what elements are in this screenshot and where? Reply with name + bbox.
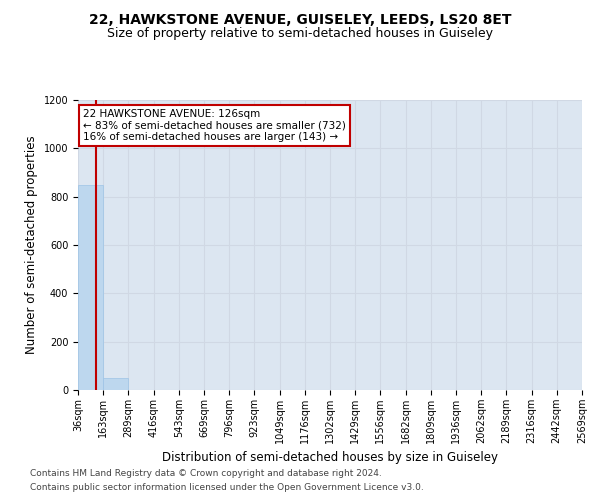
- Y-axis label: Number of semi-detached properties: Number of semi-detached properties: [25, 136, 38, 354]
- Text: Contains public sector information licensed under the Open Government Licence v3: Contains public sector information licen…: [30, 484, 424, 492]
- X-axis label: Distribution of semi-detached houses by size in Guiseley: Distribution of semi-detached houses by …: [162, 452, 498, 464]
- Text: 22 HAWKSTONE AVENUE: 126sqm
← 83% of semi-detached houses are smaller (732)
16% : 22 HAWKSTONE AVENUE: 126sqm ← 83% of sem…: [83, 108, 346, 142]
- Text: Size of property relative to semi-detached houses in Guiseley: Size of property relative to semi-detach…: [107, 28, 493, 40]
- Bar: [78, 184, 103, 390]
- Text: 22, HAWKSTONE AVENUE, GUISELEY, LEEDS, LS20 8ET: 22, HAWKSTONE AVENUE, GUISELEY, LEEDS, L…: [89, 12, 511, 26]
- Bar: [103, 378, 128, 390]
- Text: Contains HM Land Registry data © Crown copyright and database right 2024.: Contains HM Land Registry data © Crown c…: [30, 468, 382, 477]
